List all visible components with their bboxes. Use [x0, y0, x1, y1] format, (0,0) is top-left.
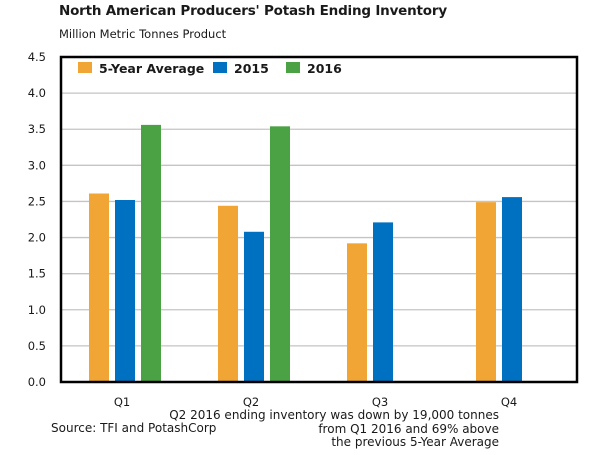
x-tick-label: Q3: [372, 395, 388, 409]
bar-2016-q1: [141, 124, 161, 381]
annotation-line: from Q1 2016 and 69% above: [318, 421, 499, 436]
bar-2015-q1: [115, 200, 135, 381]
bar-5-year-average-q1: [89, 193, 109, 381]
bar-5-year-average-q3: [347, 243, 367, 381]
legend-swatch: [286, 62, 300, 73]
legend-swatch: [78, 62, 92, 73]
bar-2015-q3: [373, 222, 393, 381]
y-tick-label: 3.0: [28, 158, 46, 172]
y-tick-label: 1.5: [28, 267, 46, 281]
bars: [89, 124, 522, 381]
source-note: Source: TFI and PotashCorp: [51, 421, 217, 435]
y-tick-label: 0.5: [28, 339, 46, 353]
legend: 5-Year Average 2015 2016: [78, 61, 342, 76]
y-tick-label: 4.0: [28, 86, 46, 100]
legend-swatch: [213, 62, 227, 73]
y-tick-label: 2.0: [28, 231, 46, 245]
x-tick-label: Q1: [114, 395, 130, 409]
y-axis-ticks: 0.0 0.5 1.0 1.5 2.0 2.5 3.0 3.5 4.0 4.5: [28, 50, 46, 389]
bar-2015-q2: [244, 231, 264, 381]
y-tick-label: 3.5: [28, 122, 46, 136]
legend-label: 5-Year Average: [99, 61, 204, 76]
y-tick-label: 2.5: [28, 194, 46, 208]
y-tick-label: 4.5: [28, 50, 46, 64]
gridlines: [61, 92, 577, 347]
chart-subtitle: Million Metric Tonnes Product: [59, 27, 227, 41]
bar-2015-q4: [502, 197, 522, 381]
bar-2016-q2: [270, 126, 290, 381]
annotation-note: Q2 2016 ending inventory was down by 19,…: [169, 408, 499, 450]
y-tick-label: 1.0: [28, 303, 46, 317]
bar-5-year-average-q2: [218, 205, 238, 381]
chart-title: North American Producers' Potash Ending …: [59, 3, 447, 19]
legend-label: 2015: [234, 61, 269, 76]
legend-label: 2016: [307, 61, 342, 76]
x-tick-label: Q2: [243, 395, 259, 409]
annotation-line: the previous 5-Year Average: [331, 435, 499, 449]
x-tick-label: Q4: [501, 395, 517, 409]
y-tick-label: 0.0: [28, 375, 46, 389]
plot-frame: [59, 55, 579, 384]
x-axis-ticks: Q1 Q2 Q3 Q4: [114, 395, 517, 409]
annotation-line: Q2 2016 ending inventory was down by 19,…: [169, 408, 499, 422]
bar-5-year-average-q4: [476, 202, 496, 381]
